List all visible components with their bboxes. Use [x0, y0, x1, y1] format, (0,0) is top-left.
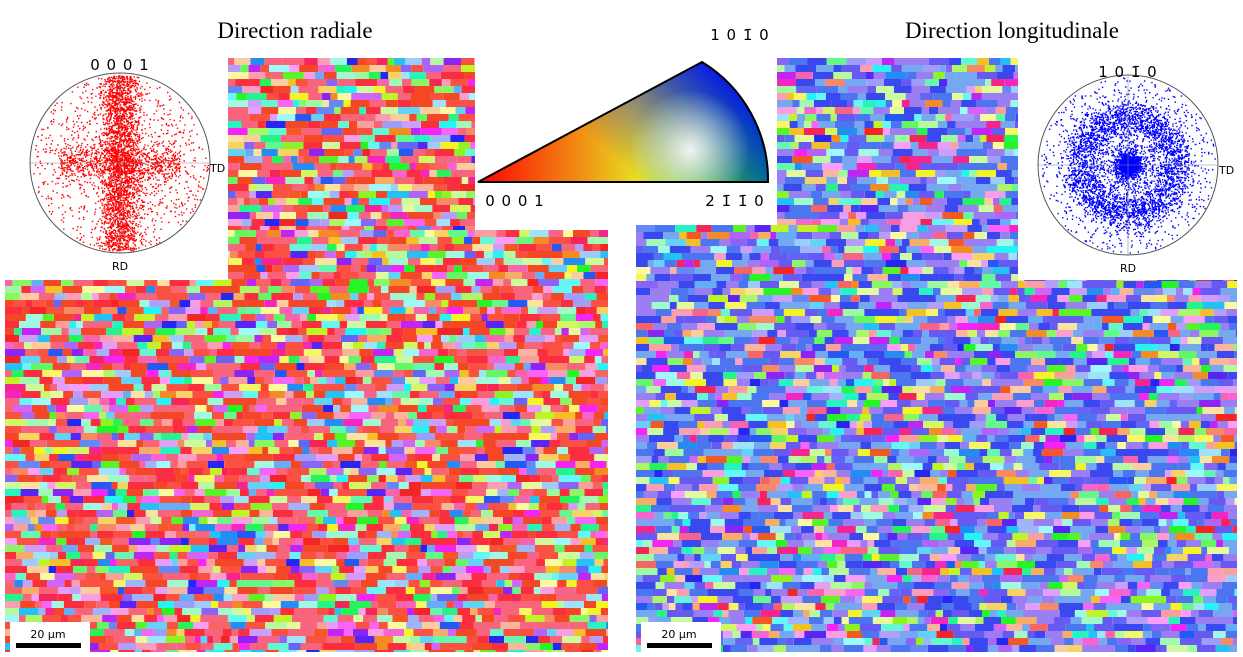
- ipf-label-top: 1 0 1̄ 0: [710, 26, 769, 44]
- title-left: Direction radiale: [217, 18, 372, 43]
- pole-label: 0 0 0 1: [90, 56, 149, 74]
- rd-label: RD: [112, 260, 128, 273]
- td-label: TD: [1218, 164, 1234, 177]
- td-label: TD: [209, 162, 225, 175]
- scale-bar: [16, 643, 81, 648]
- title-right: Direction longitudinale: [905, 18, 1119, 43]
- figure: 0 0 0 1 TD RD 1 0 1̄ 0 TD RD 1 0 1̄ 0 0 …: [0, 0, 1243, 657]
- rd-label: RD: [1120, 262, 1136, 275]
- scale-bar-label: 20 µm: [661, 628, 696, 641]
- scale-bar: [647, 643, 712, 648]
- ipf-label-left: 0 0 0 1: [485, 192, 544, 210]
- body: 0 0 0 1 TD RD 1 0 1̄ 0 TD RD 1 0 1̄ 0 0 …: [0, 0, 1243, 657]
- scale-bar-label: 20 µm: [30, 628, 65, 641]
- ipf-triangle-white: [478, 62, 768, 182]
- page: {"titles": {"left": "Direction radiale",…: [0, 0, 1243, 657]
- ipf-label-right: 2 1̄ 1̄ 0: [705, 192, 764, 210]
- pole-label: 1 0 1̄ 0: [1098, 63, 1157, 81]
